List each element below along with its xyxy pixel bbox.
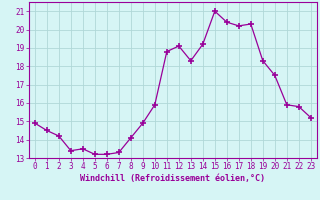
X-axis label: Windchill (Refroidissement éolien,°C): Windchill (Refroidissement éolien,°C) [80, 174, 265, 183]
